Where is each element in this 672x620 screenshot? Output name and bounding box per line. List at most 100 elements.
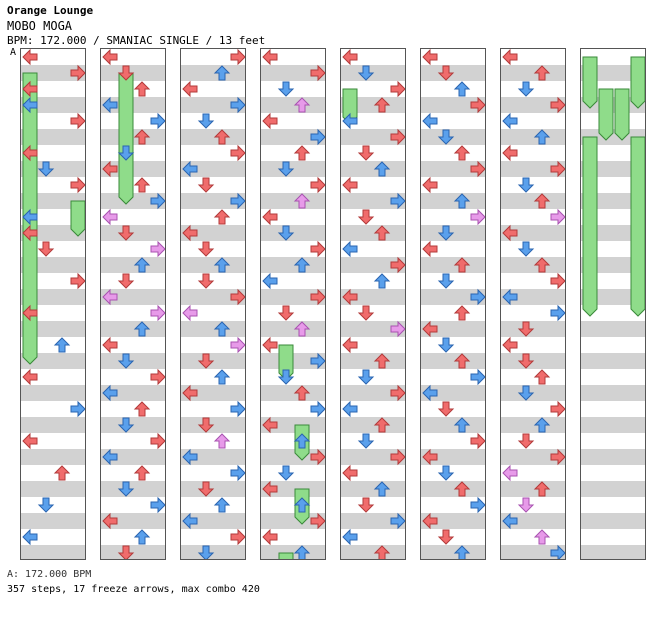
left-arrow — [502, 336, 518, 354]
up-arrow — [53, 337, 71, 353]
up-arrow — [533, 193, 551, 209]
right-arrow — [390, 512, 405, 530]
up-arrow — [373, 545, 391, 559]
left-arrow — [182, 160, 198, 178]
right-arrow — [230, 336, 245, 354]
right-arrow — [470, 208, 485, 226]
left-arrow — [22, 80, 38, 98]
up-arrow — [533, 529, 551, 545]
down-arrow — [197, 481, 215, 497]
left-arrow — [422, 384, 438, 402]
chart-info: BPM: 172.000 / SMANIAC SINGLE / 13 feet — [7, 34, 266, 47]
down-arrow — [277, 225, 295, 241]
right-arrow — [390, 320, 405, 338]
up-arrow — [453, 81, 471, 97]
down-arrow — [357, 209, 375, 225]
up-arrow — [133, 81, 151, 97]
up-arrow — [533, 65, 551, 81]
right-arrow — [550, 160, 565, 178]
down-arrow — [357, 305, 375, 321]
up-arrow — [373, 417, 391, 433]
right-arrow — [550, 96, 565, 114]
measure-column — [500, 48, 566, 560]
measure-column — [260, 48, 326, 560]
up-arrow — [133, 177, 151, 193]
right-arrow — [470, 368, 485, 386]
down-arrow — [277, 465, 295, 481]
up-arrow — [293, 545, 311, 559]
right-arrow — [390, 384, 405, 402]
right-arrow — [550, 448, 565, 466]
right-arrow — [310, 240, 325, 258]
right-arrow — [230, 192, 245, 210]
left-arrow — [502, 49, 518, 66]
left-arrow — [422, 240, 438, 258]
down-arrow — [517, 497, 535, 513]
left-arrow — [22, 432, 38, 450]
down-arrow — [117, 353, 135, 369]
left-arrow — [342, 464, 358, 482]
down-arrow — [197, 241, 215, 257]
right-arrow — [310, 288, 325, 306]
left-arrow — [22, 368, 38, 386]
down-arrow — [197, 417, 215, 433]
right-arrow — [310, 448, 325, 466]
right-arrow — [470, 96, 485, 114]
down-arrow — [37, 241, 55, 257]
right-arrow — [310, 128, 325, 146]
right-arrow — [470, 288, 485, 306]
left-arrow — [102, 49, 118, 66]
left-arrow — [422, 320, 438, 338]
left-arrow — [422, 512, 438, 530]
left-arrow — [422, 112, 438, 130]
freeze-arrow — [614, 88, 630, 141]
up-arrow — [293, 193, 311, 209]
measure-svg — [582, 56, 645, 317]
right-arrow — [550, 544, 565, 559]
right-arrow — [470, 432, 485, 450]
down-arrow — [437, 529, 455, 545]
down-arrow — [517, 321, 535, 337]
up-arrow — [133, 401, 151, 417]
left-arrow — [342, 336, 358, 354]
measure-svg — [342, 49, 405, 559]
step-stats: 357 steps, 17 freeze arrows, max combo 4… — [7, 584, 260, 595]
up-arrow — [213, 209, 231, 225]
measure-svg — [102, 49, 165, 559]
up-arrow — [373, 97, 391, 113]
right-arrow — [230, 528, 245, 546]
left-arrow — [102, 208, 118, 226]
right-arrow — [230, 49, 245, 66]
down-arrow — [437, 65, 455, 81]
left-arrow — [342, 288, 358, 306]
right-arrow — [550, 304, 565, 322]
left-arrow — [22, 304, 38, 322]
right-arrow — [310, 176, 325, 194]
down-arrow — [117, 417, 135, 433]
left-arrow — [102, 384, 118, 402]
left-arrow — [102, 448, 118, 466]
up-arrow — [453, 145, 471, 161]
left-arrow — [102, 512, 118, 530]
right-arrow — [470, 160, 485, 178]
up-arrow — [213, 321, 231, 337]
left-arrow — [22, 528, 38, 546]
group-name: Orange Lounge — [7, 4, 94, 17]
down-arrow — [197, 353, 215, 369]
right-arrow — [390, 256, 405, 274]
down-arrow — [197, 177, 215, 193]
up-arrow — [133, 257, 151, 273]
left-arrow — [502, 224, 518, 242]
up-arrow — [293, 97, 311, 113]
left-arrow — [342, 112, 358, 130]
freeze-arrow — [582, 56, 598, 109]
right-arrow — [150, 304, 165, 322]
left-arrow — [422, 49, 438, 66]
down-arrow — [197, 545, 215, 559]
left-arrow — [342, 528, 358, 546]
up-arrow — [373, 225, 391, 241]
left-arrow — [342, 240, 358, 258]
freeze-arrow — [278, 552, 294, 559]
right-arrow — [70, 112, 85, 130]
right-arrow — [390, 448, 405, 466]
